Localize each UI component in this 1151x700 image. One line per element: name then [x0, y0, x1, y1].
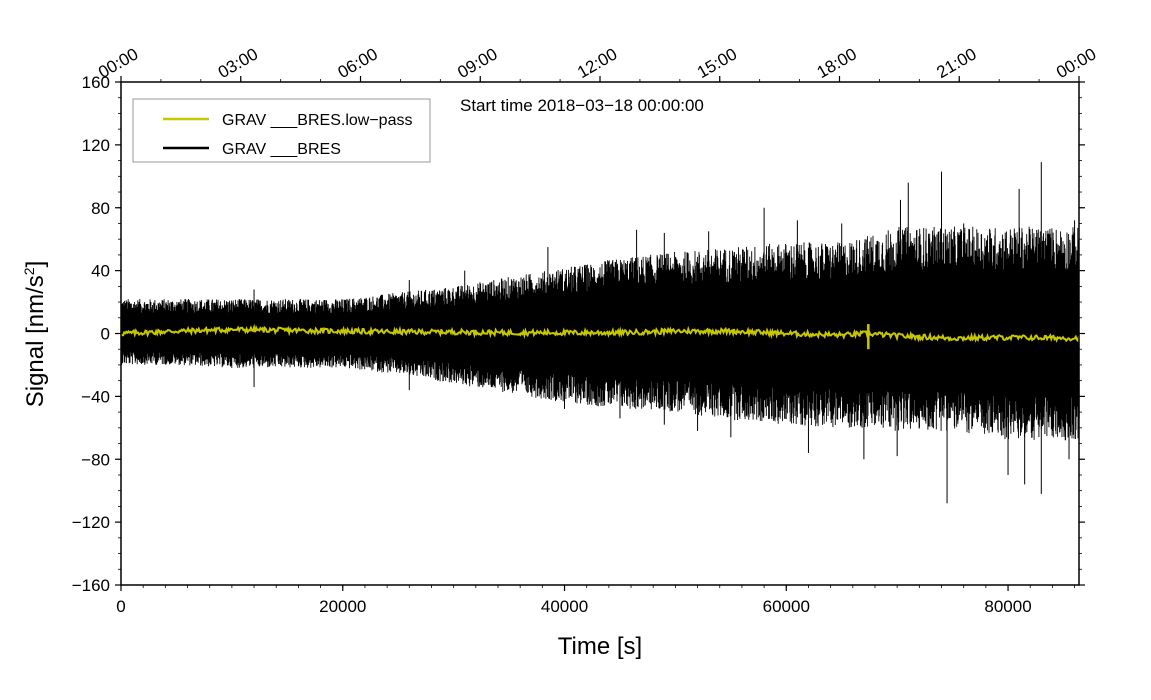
time-tick-label: 03:00	[215, 44, 261, 82]
time-tick-label: 18:00	[814, 44, 860, 82]
y-axis: −160 −120 −80 −40 0 40 80 120 160	[72, 73, 121, 595]
legend-label-raw-signal: GRAV ___BRES	[222, 141, 341, 158]
y-tick-label: 80	[91, 199, 110, 218]
y-tick-label: 0	[101, 325, 110, 344]
y-tick-label: −120	[72, 513, 110, 532]
y-tick-label: −40	[81, 387, 110, 406]
time-tick-label: 00:00	[1053, 44, 1099, 82]
start-time-annotation: Start time 2018−03−18 00:00:00	[460, 96, 704, 115]
series-low-pass	[120, 323, 1080, 350]
plot-area	[120, 81, 1080, 586]
low-pass-trace	[120, 323, 1080, 343]
y-axis-label-superscript: 2	[21, 267, 37, 275]
y-tick-label: 40	[91, 262, 110, 281]
legend-label-low-pass: GRAV ___BRES.low−pass	[222, 112, 412, 129]
x-axis-label: Time [s]	[558, 633, 642, 660]
time-tick-label: 15:00	[694, 44, 740, 82]
time-tick-label: 00:00	[95, 44, 141, 82]
x-tick-label: 40000	[541, 597, 588, 616]
time-of-day-axis: 00:00 03:00 06:00 09:00 12:00 15:00 18:00 21:00…	[95, 44, 1099, 82]
time-tick-label: 12:00	[574, 44, 620, 82]
y-axis-right	[1079, 81, 1085, 586]
x-axis: 0 20000 40000 60000 80000	[116, 585, 1075, 616]
x-tick-label: 20000	[319, 597, 366, 616]
y-axis-label: Signal [nm/s2]	[21, 261, 49, 408]
x-tick-label: 80000	[984, 597, 1031, 616]
y-tick-label: −160	[72, 576, 110, 595]
y-tick-label: 120	[82, 136, 110, 155]
y-tick-label: 160	[82, 73, 110, 92]
time-tick-label: 09:00	[454, 44, 500, 82]
time-tick-label: 06:00	[335, 44, 381, 82]
x-tick-label: 0	[116, 597, 125, 616]
time-tick-label: 21:00	[933, 44, 979, 82]
x-tick-label: 60000	[763, 597, 810, 616]
y-axis-label-main: Signal [nm/s	[22, 275, 49, 407]
legend-box	[132, 98, 431, 163]
y-tick-label: −80	[81, 450, 110, 469]
y-axis-label-end: ]	[22, 261, 49, 268]
legend: GRAV ___BRES.low−pass GRAV ___BRES	[132, 98, 431, 163]
